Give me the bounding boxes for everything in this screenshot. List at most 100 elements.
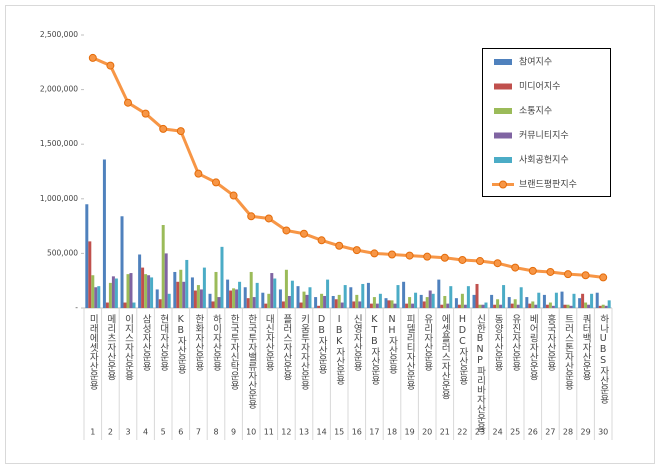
bar	[484, 302, 488, 308]
bar	[528, 303, 532, 308]
bar	[155, 289, 159, 308]
x-tick-label: 피델리티자산운용	[404, 314, 415, 390]
bar	[179, 269, 183, 308]
bar	[499, 304, 503, 308]
bar	[390, 300, 394, 308]
category-number: 4	[143, 428, 148, 437]
x-tick-label: 에셋플러스자산운용	[439, 314, 450, 400]
line-marker	[352, 246, 361, 255]
bar	[343, 285, 347, 308]
bar	[208, 293, 212, 308]
bar	[414, 292, 418, 308]
x-tick-label: 하이자산운용	[211, 313, 222, 371]
category-number: 10	[246, 428, 256, 437]
bar	[340, 302, 344, 308]
bar	[372, 297, 376, 308]
x-tick-label: 유리자산운용	[422, 314, 433, 371]
bar	[560, 291, 564, 308]
bar	[226, 279, 230, 308]
bar	[440, 304, 444, 308]
line-marker	[282, 226, 291, 235]
bar	[513, 299, 517, 308]
category-number: 30	[598, 428, 608, 437]
line-marker	[528, 266, 537, 275]
line-marker	[493, 259, 502, 268]
legend-swatch	[494, 83, 512, 90]
category-number: 13	[299, 428, 309, 437]
bar	[94, 287, 98, 308]
bar	[111, 276, 115, 308]
category-number: 25	[510, 428, 520, 437]
bar	[334, 299, 338, 308]
x-tick-label: 이지스자산운용	[123, 314, 134, 381]
bar	[214, 271, 218, 308]
line-marker	[124, 98, 132, 107]
bar	[255, 282, 259, 308]
bar	[396, 285, 400, 308]
bar	[437, 279, 441, 308]
bar	[375, 303, 379, 308]
bar	[108, 282, 112, 308]
bar	[202, 267, 206, 308]
bar	[299, 302, 303, 308]
x-tick-label: 동양자산운용	[492, 314, 503, 371]
bar	[378, 293, 382, 308]
line-marker	[194, 169, 203, 178]
legend-swatch	[494, 108, 512, 114]
line-marker	[264, 214, 273, 223]
bar	[358, 301, 362, 308]
bar	[443, 295, 447, 308]
y-tick-label: 1,000,000	[40, 194, 78, 203]
line-marker	[159, 124, 168, 133]
bar	[516, 304, 520, 308]
bar	[551, 305, 555, 308]
bar	[182, 281, 186, 308]
x-tick-label: 쿼터백자산운용	[580, 314, 591, 381]
bar	[88, 241, 92, 308]
bar	[393, 303, 397, 308]
category-number: 19	[405, 428, 415, 437]
bar	[261, 292, 265, 308]
y-tick-label: 500,000	[47, 248, 78, 257]
bar	[161, 225, 165, 308]
bar	[405, 303, 409, 308]
line-marker	[88, 53, 97, 62]
bar	[278, 289, 282, 308]
bar	[138, 254, 142, 308]
bar	[331, 295, 335, 308]
bar	[496, 299, 500, 308]
bar	[402, 281, 406, 308]
bar	[355, 294, 359, 308]
line-marker	[564, 270, 572, 279]
category-number: 23	[475, 428, 485, 437]
category-number: 18	[387, 428, 397, 437]
x-tick-label: 메리츠자산운용	[105, 314, 116, 381]
bar	[475, 283, 479, 308]
x-tick-label: 미래에셋자산운용	[87, 314, 98, 390]
bar	[466, 286, 470, 308]
legend-swatch	[494, 132, 512, 139]
bar	[587, 304, 591, 308]
bar	[232, 288, 236, 308]
bar	[502, 285, 506, 308]
bar	[548, 302, 552, 308]
x-tick-label: 플러스자산운용	[281, 314, 292, 381]
bar	[167, 293, 171, 308]
bar	[150, 277, 154, 308]
line-marker	[581, 271, 590, 280]
line-marker	[247, 212, 256, 221]
category-number: 8	[213, 428, 218, 437]
bar	[97, 286, 101, 308]
category-number: 28	[563, 428, 573, 437]
bar	[519, 287, 523, 308]
bar	[235, 289, 239, 308]
bar	[126, 274, 130, 308]
bar	[164, 253, 168, 308]
category-number: 17	[369, 428, 379, 437]
line-marker	[476, 257, 484, 266]
category-number: 1	[90, 428, 95, 437]
category-number: 20	[422, 428, 432, 437]
legend-swatch	[494, 59, 512, 65]
bar	[173, 271, 177, 308]
